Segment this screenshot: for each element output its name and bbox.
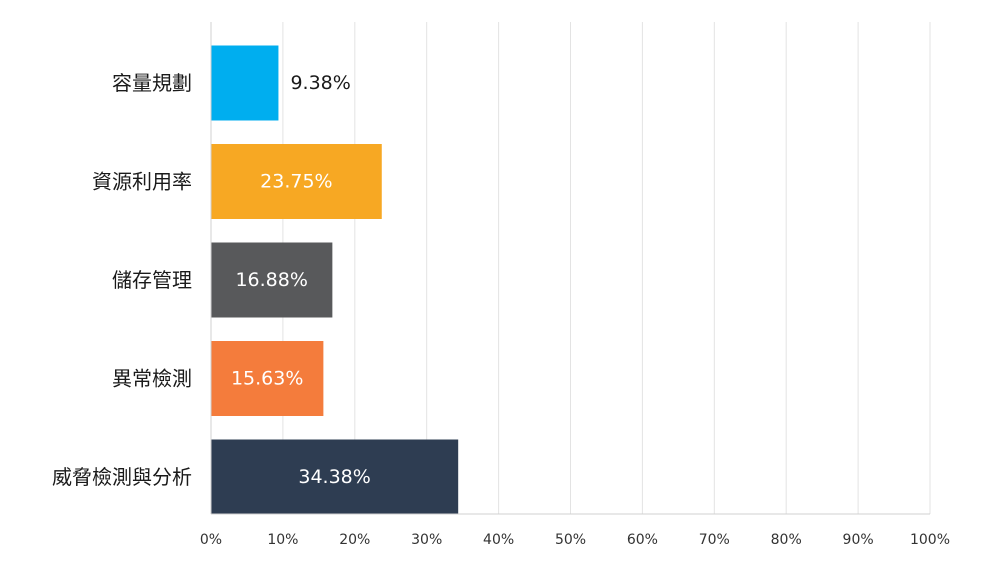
category-label: 資源利用率 [92,170,192,194]
x-tick-label: 10% [267,532,298,548]
x-tick-label: 60% [627,532,658,548]
bar [211,242,333,318]
x-tick-label: 0% [200,532,222,548]
x-tick-label: 80% [771,532,802,548]
bar [211,45,279,121]
category-label: 容量規劃 [112,71,192,95]
x-tick-label: 40% [483,532,514,548]
x-tick-label: 20% [339,532,370,548]
gridlines [282,22,931,514]
x-tick-label: 30% [411,532,442,548]
category-label: 異常檢測 [112,367,192,391]
bar [211,439,459,515]
data-label: 16.88% [235,269,307,291]
x-tick-label: 70% [699,532,730,548]
x-tick-label: 100% [910,532,950,548]
x-tick-label: 50% [555,532,586,548]
data-label: 23.75% [260,171,332,193]
data-label: 15.63% [231,368,303,390]
bars [211,45,459,515]
category-label: 儲存管理 [112,268,192,292]
data-label: 34.38% [298,466,370,488]
axes [210,22,930,515]
data-label: 9.38% [290,72,350,94]
bar [211,144,382,219]
category-label: 威脅檢測與分析 [52,465,192,489]
x-tick-label: 90% [843,532,874,548]
labels: 0% 10% 20% 30% 40% 50% 60% 70% 80% 90% 100% 容量規劃 9.3… [52,71,950,548]
bar [211,341,324,416]
